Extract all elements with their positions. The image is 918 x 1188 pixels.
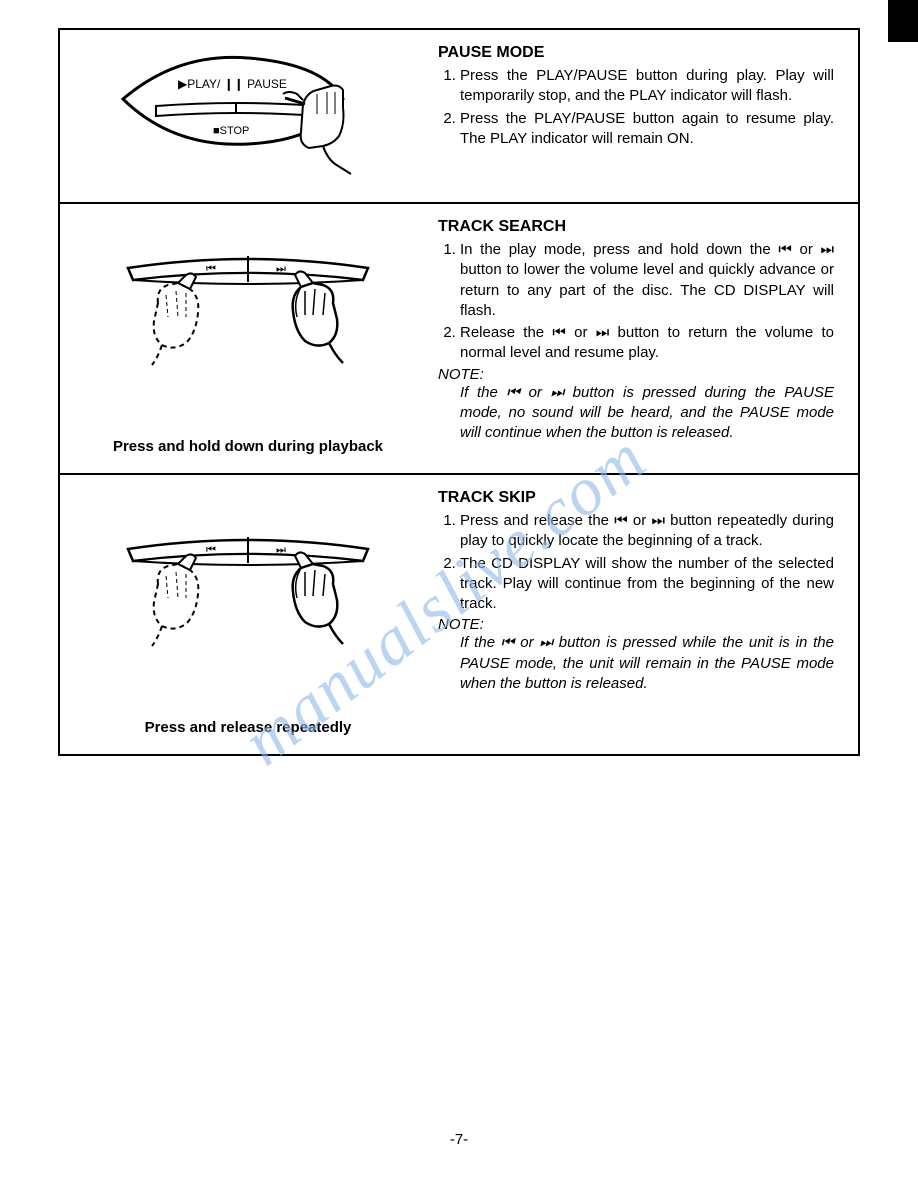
step: Press the PLAY/PAUSE button again to res… — [460, 109, 834, 150]
text-pause-mode: PAUSE MODE Press the PLAY/PAUSE button d… — [438, 44, 840, 184]
steps-track-skip: Press and release the ⏮ or ⏭ button repe… — [438, 511, 834, 614]
steps-pause-mode: Press the PLAY/PAUSE button during play.… — [438, 66, 834, 149]
corner-tab — [888, 0, 918, 42]
step: In the play mode, press and hold down th… — [460, 240, 834, 321]
section-track-skip: ⏮ ⏭ — [60, 475, 858, 754]
text-track-skip: TRACK SKIP Press and release the ⏮ or ⏭ … — [438, 489, 840, 736]
illustration-skip: ⏮ ⏭ — [78, 489, 418, 736]
step: The CD DISPLAY will show the number of t… — [460, 554, 834, 615]
title-track-search: TRACK SEARCH — [438, 218, 834, 236]
content-frame: ▶PLAY/ ❙❙ PAUSE ■STOP PAUSE MODE — [58, 28, 860, 756]
stop-label: ■STOP — [213, 125, 249, 137]
step: Release the ⏮ or ⏭ button to return the … — [460, 323, 834, 364]
note-label: NOTE: — [438, 616, 834, 633]
note-label: NOTE: — [438, 366, 834, 383]
note-body: If the ⏮ or ⏭ button is pressed while th… — [438, 633, 834, 694]
skip-buttons-diagram-2: ⏮ ⏭ — [98, 519, 398, 689]
title-pause-mode: PAUSE MODE — [438, 44, 834, 62]
steps-track-search: In the play mode, press and hold down th… — [438, 240, 834, 364]
svg-text:⏮: ⏮ — [206, 263, 216, 275]
illustration-pause: ▶PLAY/ ❙❙ PAUSE ■STOP — [78, 44, 418, 184]
caption-search: Press and hold down during playback — [113, 438, 383, 455]
section-pause-mode: ▶PLAY/ ❙❙ PAUSE ■STOP PAUSE MODE — [60, 30, 858, 204]
play-pause-label: ▶PLAY/ ❙❙ PAUSE — [178, 77, 287, 91]
skip-buttons-diagram: ⏮ ⏭ — [98, 238, 398, 408]
svg-text:⏭: ⏭ — [276, 263, 286, 275]
caption-skip: Press and release repeatedly — [145, 719, 352, 736]
title-track-skip: TRACK SKIP — [438, 489, 834, 507]
svg-text:⏮: ⏮ — [206, 544, 216, 556]
page-number: -7- — [0, 1131, 918, 1148]
play-pause-device-diagram: ▶PLAY/ ❙❙ PAUSE ■STOP — [108, 44, 388, 184]
step: Press and release the ⏮ or ⏭ button repe… — [460, 511, 834, 552]
step: Press the PLAY/PAUSE button during play.… — [460, 66, 834, 107]
manual-page: ▶PLAY/ ❙❙ PAUSE ■STOP PAUSE MODE — [0, 0, 918, 756]
note-body: If the ⏮ or ⏭ button is pressed during t… — [438, 383, 834, 444]
svg-text:⏭: ⏭ — [276, 544, 286, 556]
section-track-search: ⏮ ⏭ — [60, 204, 858, 475]
text-track-search: TRACK SEARCH In the play mode, press and… — [438, 218, 840, 455]
illustration-search: ⏮ ⏭ — [78, 218, 418, 455]
